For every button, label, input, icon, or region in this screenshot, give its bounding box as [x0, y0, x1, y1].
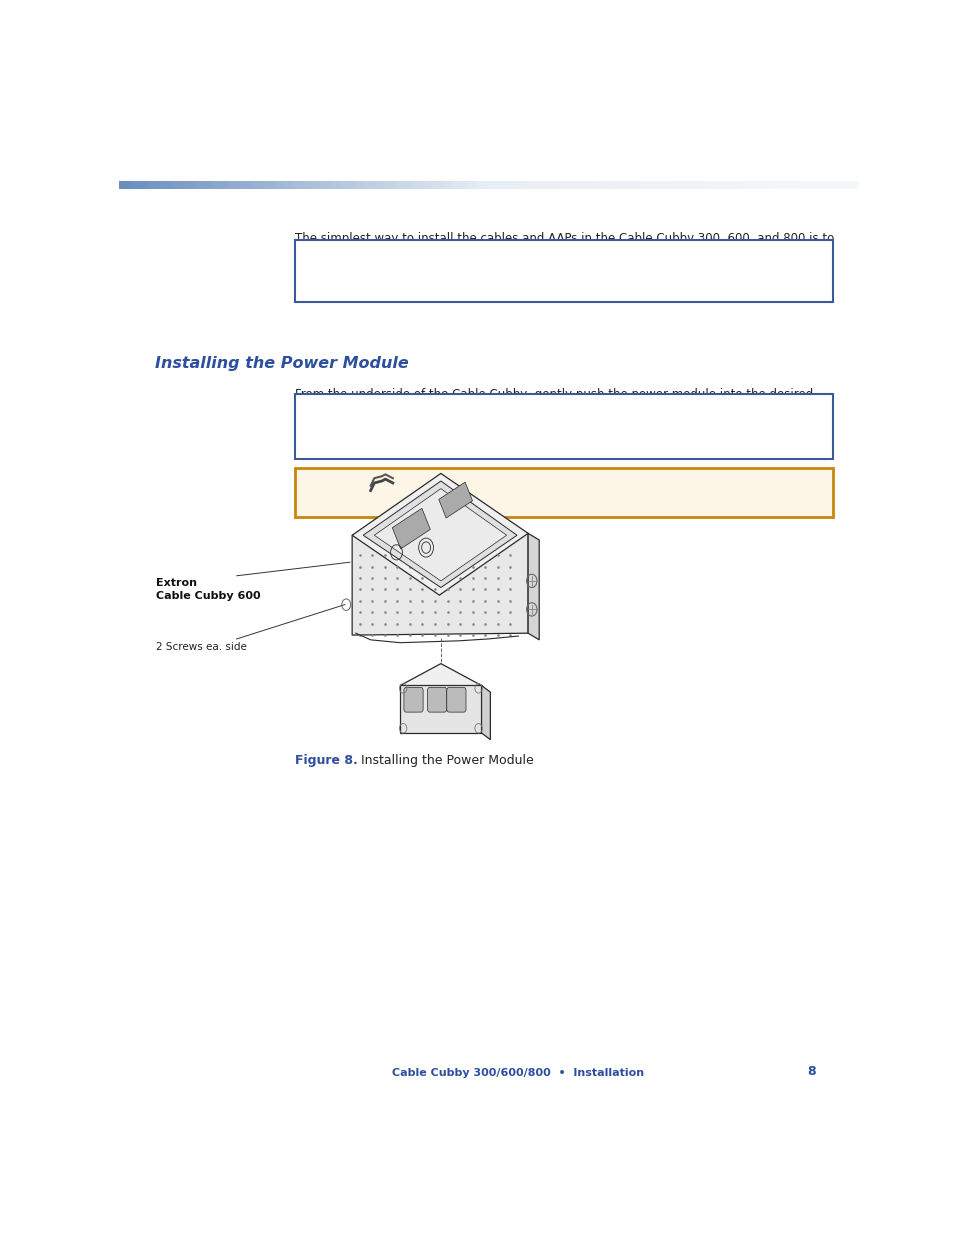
Polygon shape	[392, 509, 430, 548]
Text: on the Extron website,: on the Extron website,	[482, 420, 623, 433]
Polygon shape	[528, 534, 538, 640]
Text: Universal AC Outlet Compatibility Guide: Universal AC Outlet Compatibility Guide	[315, 420, 552, 433]
FancyBboxPatch shape	[446, 688, 465, 713]
Text: Extron
Cable Cubby 600: Extron Cable Cubby 600	[156, 578, 260, 601]
Text: pass-through AAPs take two, three, or four AAP spaces.Consider the arrangement o: pass-through AAPs take two, three, or fo…	[315, 266, 814, 279]
Polygon shape	[363, 482, 517, 588]
FancyBboxPatch shape	[403, 688, 423, 713]
Text: Installing the Power Module: Installing the Power Module	[345, 753, 534, 767]
Text: Cable Cubby 300/600/800  •  Installation: Cable Cubby 300/600/800 • Installation	[392, 1068, 644, 1078]
FancyBboxPatch shape	[294, 468, 833, 517]
Polygon shape	[352, 534, 528, 635]
Text: the Cable Cubby AAPs when you install them so that you do not waste AAP space.: the Cable Cubby AAPs when you install th…	[315, 285, 801, 298]
Polygon shape	[481, 685, 490, 740]
Text: NOTE:: NOTE:	[302, 401, 343, 414]
Text: On US/domestic models, the power module takes up two AAP spaces. Cable: On US/domestic models, the power module …	[339, 247, 795, 261]
FancyBboxPatch shape	[427, 688, 446, 713]
Text: ATTENTION:: ATTENTION:	[302, 477, 382, 490]
Polygon shape	[438, 482, 472, 517]
Polygon shape	[374, 489, 506, 580]
Text: Potential damage to property: Potential damage to property	[357, 477, 567, 490]
Text: 2 Screws ea. side: 2 Screws ea. side	[156, 642, 247, 652]
Text: Installing the Power Module: Installing the Power Module	[154, 356, 408, 370]
Text: compatibility details on all plug types.: compatibility details on all plug types.	[315, 440, 542, 452]
Polygon shape	[352, 473, 528, 595]
Text: Figure 8.: Figure 8.	[294, 753, 357, 767]
Text: , for: , for	[639, 420, 663, 433]
Polygon shape	[400, 685, 481, 734]
Text: use the star washers with the screws.: use the star washers with the screws.	[315, 498, 539, 511]
FancyBboxPatch shape	[294, 394, 833, 459]
Text: 8: 8	[806, 1066, 815, 1078]
Polygon shape	[400, 663, 481, 708]
Text: The universal AC outlet is fully compatible with various plug types. See the: The universal AC outlet is fully compati…	[339, 401, 792, 414]
FancyBboxPatch shape	[294, 241, 833, 303]
Text: www.extron.com: www.extron.com	[579, 420, 691, 433]
Text: From the underside of the Cable Cubby, gently push the power module into the des: From the underside of the Cable Cubby, g…	[294, 388, 825, 438]
Text: NOTE:: NOTE:	[302, 247, 343, 261]
Text: The simplest way to install the cables and AAPs in the Cable Cubby 300, 600, and: The simplest way to install the cables a…	[294, 232, 834, 282]
Text: . To ensure good electrical grounding,: . To ensure good electrical grounding,	[495, 477, 717, 490]
